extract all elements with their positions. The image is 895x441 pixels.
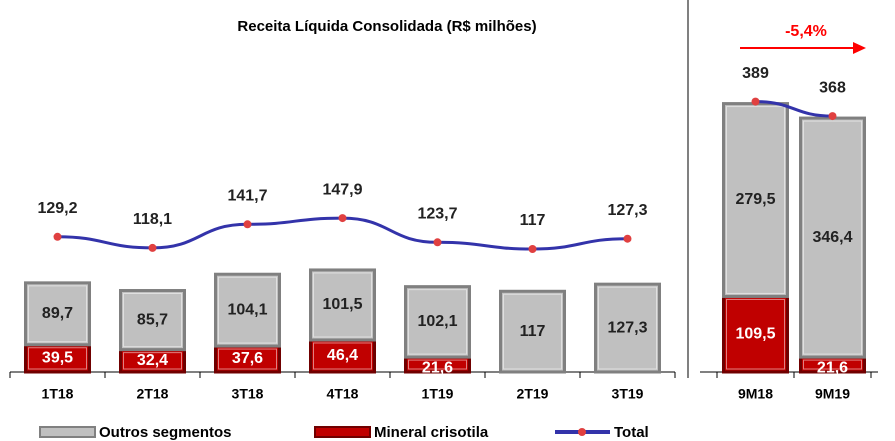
- total-label: 389: [742, 65, 769, 82]
- annotation: -5,4%: [785, 23, 827, 40]
- bar-highlight: [598, 286, 657, 370]
- data-label: 127,3: [607, 319, 647, 336]
- data-label: 104,1: [227, 301, 267, 318]
- bar-highlight: [218, 348, 277, 370]
- data-label: 32,4: [137, 352, 168, 369]
- legend-swatch: [314, 426, 371, 438]
- bar-highlight: [726, 106, 785, 294]
- bar-highlight: [803, 359, 862, 370]
- legend-label: Total: [614, 424, 649, 441]
- legend-marker: [578, 428, 586, 436]
- data-label: 117: [520, 323, 546, 340]
- bar-segment: [309, 268, 376, 342]
- total-point: [338, 214, 347, 223]
- annotation-arrowhead: [853, 42, 866, 54]
- data-label: 101,5: [322, 296, 362, 313]
- data-label: 21,6: [817, 359, 848, 376]
- bar-segment: [119, 289, 186, 352]
- total-point: [751, 97, 760, 106]
- bar-segment: [24, 281, 91, 347]
- x-tick-label: 1T18: [42, 386, 74, 402]
- total-label: 118,1: [133, 211, 172, 228]
- bar-segment: [214, 272, 281, 348]
- data-label: 102,1: [417, 313, 457, 330]
- total-point: [528, 245, 537, 253]
- x-tick-label: 3T18: [232, 386, 264, 402]
- data-label: 279,5: [735, 191, 775, 208]
- bar-highlight: [28, 285, 87, 343]
- bar-segment: [594, 282, 661, 374]
- bar-segment: [404, 285, 471, 359]
- data-label: 21,6: [422, 359, 453, 376]
- bar-highlight: [408, 359, 467, 370]
- data-label: 85,7: [137, 311, 168, 328]
- x-tick-label: 2T19: [517, 386, 549, 402]
- x-tick-label: 9M18: [738, 386, 773, 402]
- total-point: [433, 238, 442, 247]
- bar-highlight: [503, 293, 562, 370]
- total-label: 129,2: [37, 200, 77, 217]
- bar-segment: [799, 116, 866, 359]
- bar-segment: [722, 294, 789, 374]
- bar-highlight: [218, 276, 277, 344]
- data-label: 39,5: [42, 350, 73, 367]
- total-label: 147,9: [322, 181, 362, 198]
- data-label: 109,5: [735, 325, 775, 342]
- total-label: 123,7: [417, 206, 457, 223]
- total-line: [755, 100, 833, 118]
- total-point: [53, 232, 62, 241]
- legend-swatch: [39, 426, 96, 438]
- bar-highlight: [123, 293, 182, 348]
- bar-highlight: [123, 352, 182, 370]
- data-label: 346,4: [812, 229, 852, 246]
- total-label: 141,7: [227, 188, 267, 205]
- x-tick-label: 1T19: [422, 386, 454, 402]
- total-label: 368: [819, 79, 846, 96]
- bar-highlight: [726, 298, 785, 370]
- data-label: 46,4: [327, 347, 358, 364]
- bar-highlight: [408, 289, 467, 355]
- x-tick-label: 3T19: [612, 386, 644, 402]
- legend-label: Mineral crisotila: [374, 424, 489, 441]
- bar-highlight: [803, 120, 862, 355]
- bar-segment: [24, 343, 91, 374]
- total-label: 127,3: [607, 202, 647, 219]
- total-label: 117: [520, 212, 546, 229]
- total-point: [148, 243, 157, 252]
- total-point: [828, 112, 837, 121]
- total-point: [243, 220, 252, 229]
- bar-highlight: [313, 272, 372, 338]
- data-label: 89,7: [42, 305, 73, 322]
- bar-segment: [722, 102, 789, 298]
- total-point: [623, 234, 632, 243]
- x-tick-label: 4T18: [327, 386, 359, 402]
- bar-highlight: [313, 342, 372, 370]
- chart-title: Receita Líquida Consolidada (R$ milhões): [237, 18, 536, 35]
- legend-label: Outros segmentos: [99, 424, 232, 441]
- x-tick-label: 9M19: [815, 386, 850, 402]
- data-label: 37,6: [232, 350, 263, 367]
- bar-segment: [499, 289, 566, 374]
- bar-highlight: [28, 347, 87, 370]
- x-tick-label: 2T18: [137, 386, 169, 402]
